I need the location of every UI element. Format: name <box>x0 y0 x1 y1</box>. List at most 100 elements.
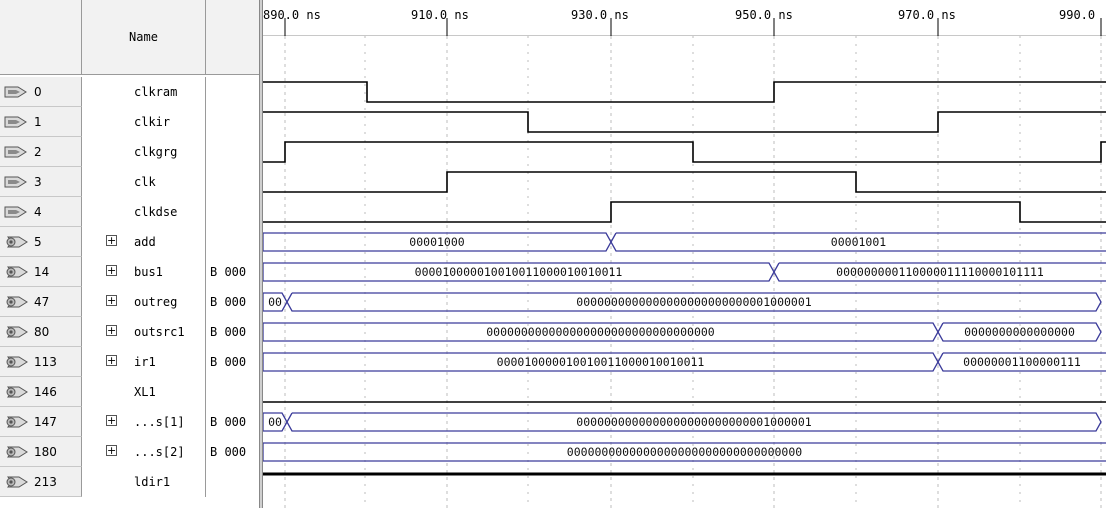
signal-name: clkdse <box>134 205 178 219</box>
signal-row[interactable]: 5 + add <box>0 227 262 257</box>
signal-id: 213 <box>0 467 82 497</box>
signal-name-cell: + bus1 <box>82 257 206 287</box>
time-label: 910.0 ns <box>411 8 469 22</box>
signal-row[interactable]: 3 clk <box>0 167 262 197</box>
signal-id-label: 147 <box>34 414 57 429</box>
signal-name: ir1 <box>134 355 156 369</box>
expand-icon[interactable]: + <box>106 264 117 277</box>
bus-value-label: 0000000000000000000000000001000001 <box>576 295 811 309</box>
signal-id: 1 <box>0 107 82 137</box>
signal-id-label: 5 <box>34 234 42 249</box>
signal-value: B 000 <box>210 355 247 369</box>
name-column-header[interactable]: Name <box>82 0 206 75</box>
signal-name: add <box>134 235 156 249</box>
input-pin-icon <box>4 175 30 189</box>
signal-row[interactable]: 14 + bus1 B 000 <box>0 257 262 287</box>
id-column-header[interactable] <box>0 0 82 75</box>
signal-id-label: 4 <box>34 204 42 219</box>
output-pin-icon <box>4 235 30 249</box>
signal-row[interactable]: 4 clkdse <box>0 197 262 227</box>
signal-id-label: 3 <box>34 174 42 189</box>
bus-segment <box>263 322 939 342</box>
output-pin-icon <box>4 415 30 429</box>
signal-value <box>206 377 262 407</box>
pane-splitter[interactable] <box>259 0 263 508</box>
signal-value: B 000 <box>210 445 247 459</box>
expand-icon[interactable]: + <box>106 234 117 247</box>
signal-row[interactable]: 1 clkir <box>0 107 262 137</box>
signal-name: clkir <box>134 115 171 129</box>
signal-value <box>206 167 262 197</box>
signal-row[interactable]: 213 ldir1 <box>0 467 262 497</box>
signal-value: B 000 <box>210 265 247 279</box>
signal-row[interactable]: 146 XL1 <box>0 377 262 407</box>
bus-segment <box>610 232 1106 252</box>
bus-segment <box>263 352 939 372</box>
signal-value <box>206 227 262 257</box>
time-label: 970.0 ns <box>898 8 956 22</box>
signal-name-cell: + ir1 <box>82 347 206 377</box>
signal-value <box>206 197 262 227</box>
signal-name-cell: clkdse <box>82 197 206 227</box>
bus-value-label: 00000001100000111 <box>963 355 1081 369</box>
output-pin-icon <box>4 445 30 459</box>
signal-name-cell: clk <box>82 167 206 197</box>
signal-row[interactable]: 147 + ...s[1] B 000 <box>0 407 262 437</box>
signal-id: 2 <box>0 137 82 167</box>
signal-row[interactable]: 180 + ...s[2] B 000 <box>0 437 262 467</box>
signal-id-label: 113 <box>34 354 57 369</box>
time-label: 990.0 <box>1059 8 1096 22</box>
time-ruler[interactable]: 890.0 ns 910.0 ns 930.0 ns 950.0 ns 970.… <box>263 0 1106 36</box>
bus-segment <box>937 322 1102 342</box>
bus-segment <box>263 412 288 432</box>
signal-id-label: 180 <box>34 444 57 459</box>
output-pin-icon <box>4 265 30 279</box>
expand-icon[interactable]: + <box>106 354 117 367</box>
input-pin-icon <box>4 115 30 129</box>
signal-id: 14 <box>0 257 82 287</box>
digital-waveform <box>263 81 1106 103</box>
bus-segment <box>263 442 1106 462</box>
expand-icon[interactable]: + <box>106 294 117 307</box>
signal-row[interactable]: 113 + ir1 B 000 <box>0 347 262 377</box>
signal-id: 3 <box>0 167 82 197</box>
signal-row[interactable]: 47 + outreg B 000 <box>0 287 262 317</box>
bus-value-label: 0000000000000000000000000000000000 <box>567 445 802 459</box>
signal-value: B 000 <box>210 325 247 339</box>
bus-value-label: 00 <box>268 295 282 309</box>
signal-row[interactable]: 0 clkram <box>0 77 262 107</box>
digital-waveform <box>263 201 1106 223</box>
signal-name: ...s[1] <box>134 415 185 429</box>
signal-name: XL1 <box>134 385 156 399</box>
signal-id: 5 <box>0 227 82 257</box>
bus-value-label: 000000000110000011110000101111 <box>836 265 1044 279</box>
output-pin-icon <box>4 475 30 489</box>
expand-icon[interactable]: + <box>106 444 117 457</box>
signal-row[interactable]: 80 + outsrc1 B 000 <box>0 317 262 347</box>
waveform-panel[interactable]: 890.0 ns 910.0 ns 930.0 ns 950.0 ns 970.… <box>263 0 1106 508</box>
bus-value-label: 000010000010010011000010010011 <box>497 355 705 369</box>
bus-segment <box>937 352 1106 372</box>
signal-name-cell: + outsrc1 <box>82 317 206 347</box>
bus-segment <box>263 292 288 312</box>
output-pin-icon <box>4 295 30 309</box>
signal-name: bus1 <box>134 265 163 279</box>
signal-name-cell: + ...s[1] <box>82 407 206 437</box>
expand-icon[interactable]: + <box>106 324 117 337</box>
bus-value-label: 00 <box>268 415 282 429</box>
signal-id: 146 <box>0 377 82 407</box>
waveform-canvas: 00001000 00001001 000010000010010011000010… <box>263 18 1106 508</box>
value-column-header[interactable] <box>206 0 262 75</box>
bus-segment <box>263 232 612 252</box>
signal-id-label: 47 <box>34 294 50 309</box>
expand-icon[interactable]: + <box>106 414 117 427</box>
digital-waveform <box>263 141 1106 163</box>
time-label: 950.0 ns <box>735 8 793 22</box>
signal-name-cell: ldir1 <box>82 467 206 497</box>
signal-row[interactable]: 2 clkgrg <box>0 137 262 167</box>
bus-value-label: 00001001 <box>831 235 886 249</box>
signal-name-cell: + add <box>82 227 206 257</box>
signal-id: 0 <box>0 77 82 107</box>
bus-segment <box>286 292 1102 312</box>
